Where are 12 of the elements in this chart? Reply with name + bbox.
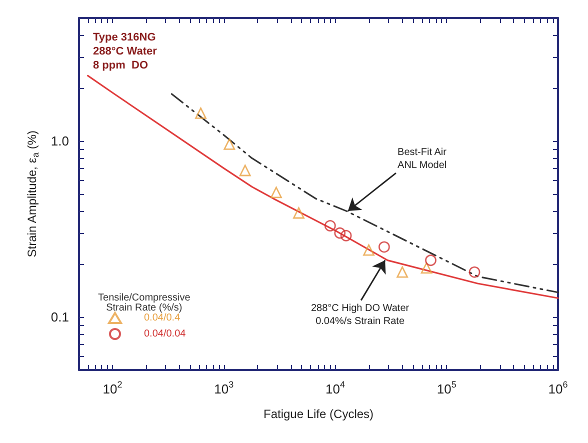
y-tick-label: 0.1 xyxy=(50,310,69,325)
legend-label: 0.04/0.4 xyxy=(144,312,181,324)
annotation: 288°C Water xyxy=(93,46,158,58)
legend-title: Tensile/Compressive Strain Rate (%/s) xyxy=(98,292,191,314)
y-axis-title: Strain Amplitude, εa (%) xyxy=(25,130,41,258)
annotation: 8 ppm DO xyxy=(93,60,148,72)
x-axis-title: Fatigue Life (Cycles) xyxy=(263,407,374,421)
annotation: Best-Fit Air ANL Model xyxy=(398,146,448,171)
legend-label: 0.04/0.04 xyxy=(144,328,186,340)
annotation: 288°C High DO Water 0.04%/s Strain Rate xyxy=(310,303,410,328)
annotation: Type 316NG xyxy=(93,32,156,44)
y-tick-label: 1.0 xyxy=(50,134,69,149)
